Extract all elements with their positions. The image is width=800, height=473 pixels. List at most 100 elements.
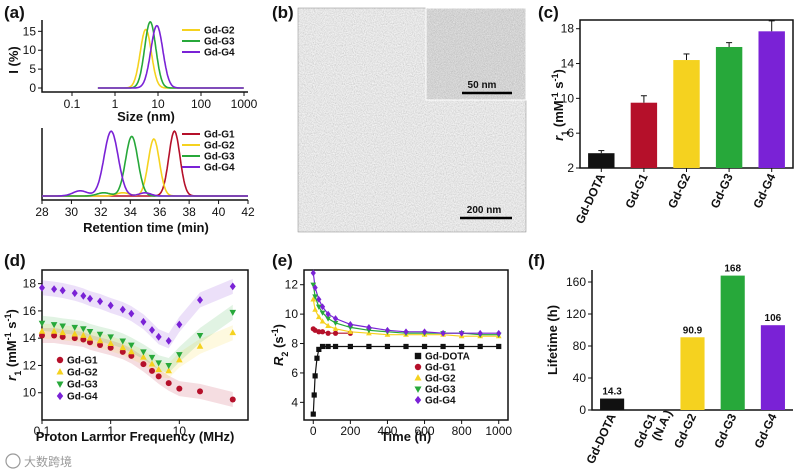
e-ytick-label: 8 — [291, 337, 298, 351]
d-ytick-label: 18 — [23, 277, 37, 291]
d-point-Gd-G1 — [97, 342, 104, 348]
e-point-Gd-G4 — [440, 329, 446, 337]
panel-a-bottom-chart: Retention time (min) 28 30 32 34 36 38 40 42 Gd… — [35, 128, 255, 235]
e-point-Gd-G3 — [310, 282, 317, 288]
d-point-Gd-G2 — [86, 334, 94, 341]
d-point-Gd-G3 — [86, 328, 94, 335]
a-top-legend-Gd-G3-label: Gd-G3 — [204, 37, 235, 48]
a-bottom-legend-Gd-G3-label: Gd-G3 — [204, 152, 235, 163]
tem-border — [297, 7, 527, 233]
panel-e-xlabel: Time (h) — [381, 429, 431, 444]
c-category-label: Gd-G4 — [750, 171, 778, 210]
c-bar-Gd-G2 — [673, 60, 700, 168]
d-point-Gd-G4 — [176, 320, 183, 329]
f-value-label: 106 — [765, 313, 782, 324]
d-point-Gd-G3 — [165, 363, 172, 370]
f-bar-Gd-G2 — [680, 337, 705, 410]
a-top-series-Gd-G4 — [97, 24, 244, 89]
e-point-Gd-DOTA — [459, 343, 465, 350]
e-point-Gd-G4 — [325, 310, 331, 318]
e-point-Gd-G3 — [366, 328, 372, 334]
a-bottom-legend-Gd-G4-label: Gd-G4 — [204, 163, 235, 174]
e-point-Gd-G2 — [315, 313, 322, 320]
e-point-Gd-G1 — [316, 329, 322, 335]
d-point-Gd-G4 — [197, 296, 204, 304]
d-point-Gd-G4 — [51, 285, 58, 293]
e-legend-Gd-G2-label: Gd-G2 — [425, 374, 456, 385]
e-point-Gd-DOTA — [347, 343, 353, 350]
e-point-Gd-G4 — [496, 329, 502, 337]
tem-inset-border — [425, 7, 527, 101]
d-xtick-label: 10 — [173, 424, 187, 438]
e-point-Gd-G4 — [459, 329, 465, 337]
c-category-label: Gd-G1 — [622, 171, 650, 210]
e-legend-Gd-G4-swatch — [414, 395, 422, 405]
d-point-Gd-G3 — [59, 323, 66, 330]
d-point-Gd-G2 — [140, 353, 147, 360]
e-point-Gd-G4 — [403, 328, 409, 336]
e-point-Gd-G4 — [477, 329, 483, 337]
a-top-legend-Gd-G4-label: Gd-G4 — [204, 48, 235, 59]
e-point-Gd-DOTA — [421, 343, 428, 350]
e-point-Gd-DOTA — [496, 343, 502, 350]
d-point-Gd-G1 — [140, 361, 147, 368]
e-curve-Gd-G3 — [312, 284, 499, 336]
f-category-label: Gd-G3 — [711, 411, 739, 450]
e-point-Gd-DOTA — [316, 346, 322, 353]
d-point-Gd-G1 — [197, 388, 204, 395]
e-point-Gd-G2 — [347, 328, 354, 334]
panel-d-letter: (d) — [4, 251, 26, 270]
e-legend-Gd-G1-swatch — [414, 363, 422, 371]
c-ytick-label: 18 — [561, 22, 575, 36]
d-point-Gd-G3 — [107, 334, 114, 341]
f-category-label: Gd-DOTA — [583, 411, 619, 466]
e-point-Gd-G4 — [310, 269, 316, 277]
panel-c-letter: (c) — [538, 3, 559, 22]
d-point-Gd-G4 — [128, 309, 135, 318]
f-value-label: 14.3 — [602, 387, 622, 398]
f-bar-Gd-G3 — [720, 275, 745, 410]
c-category-label: Gd-G2 — [665, 171, 693, 210]
e-xtick-label: 400 — [377, 424, 397, 438]
d-point-Gd-G3 — [80, 326, 87, 333]
watermark: 大数跨境 — [5, 453, 72, 469]
panel-d-scatter-chart: (d) r1 (mM-1 s-1) Proton Larmor Frequenc… — [3, 251, 249, 444]
panel-e-scatter-chart: (e) R2 (s-1) Time (h) 4 6 8 10 12 0 200 400 600 8… — [270, 251, 512, 444]
d-point-Gd-G1 — [128, 352, 135, 359]
d-point-Gd-G2 — [71, 330, 79, 337]
e-legend-Gd-G1-label: Gd-G1 — [425, 363, 456, 374]
e-point-Gd-DOTA — [332, 343, 339, 350]
e-point-Gd-G4 — [347, 321, 353, 328]
a-top-axis-frame — [41, 20, 248, 93]
d-point-Gd-G3 — [176, 352, 183, 359]
e-point-Gd-G3 — [325, 316, 331, 322]
d-point-Gd-G2 — [96, 337, 104, 344]
c-ytick-label: 10 — [561, 91, 575, 105]
e-point-Gd-G3 — [347, 325, 354, 331]
d-point-Gd-G4 — [39, 283, 45, 292]
d-point-Gd-G3 — [38, 320, 46, 327]
c-category-label: Gd-G3 — [708, 171, 736, 210]
d-legend-Gd-G3-swatch — [56, 381, 64, 388]
d-point-Gd-G3 — [71, 324, 79, 331]
panel-f-bar-chart: (f) Lifetime (h) 0 40 80 120 160 14.3 Gd-DOTA… — [528, 251, 793, 466]
d-ytick-label: 14 — [23, 331, 37, 345]
a-top-ytick-label: 15 — [23, 24, 37, 38]
e-ytick-label: 4 — [291, 395, 298, 409]
e-point-Gd-DOTA — [366, 343, 372, 350]
a-bottom-xtick-label: 34 — [124, 205, 138, 219]
d-band-Gd-G3 — [42, 304, 233, 373]
d-point-Gd-G4 — [97, 297, 104, 306]
d-point-Gd-G2 — [148, 360, 156, 367]
d-ytick-label: 12 — [23, 358, 37, 372]
panel-a-xlabel: Size (nm) — [117, 109, 175, 124]
d-point-Gd-G3 — [229, 309, 237, 316]
panel-b-letter: (b) — [272, 3, 294, 22]
d-point-Gd-G1 — [71, 335, 78, 342]
panel-a-ylabel: I (%) — [6, 46, 21, 73]
a-bottom-xtick-label: 42 — [241, 205, 255, 219]
e-point-Gd-G2 — [332, 325, 339, 331]
f-category-label: Gd-G4 — [751, 411, 779, 450]
f-ytick-label: 0 — [579, 403, 586, 417]
c-category-label: Gd-DOTA — [573, 171, 609, 226]
